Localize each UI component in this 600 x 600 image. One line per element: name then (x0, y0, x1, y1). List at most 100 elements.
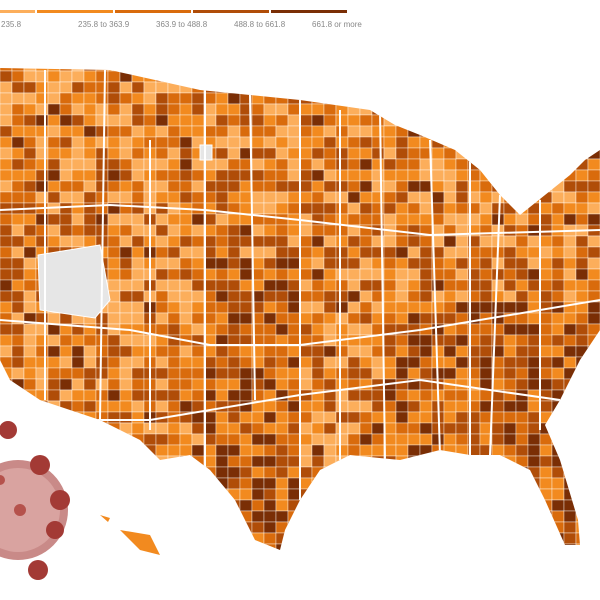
county (563, 499, 577, 512)
county (587, 499, 600, 512)
county (252, 555, 264, 566)
county (311, 466, 325, 479)
county (527, 499, 541, 512)
county (107, 466, 121, 479)
county (191, 477, 205, 490)
county (323, 202, 337, 215)
county (287, 147, 301, 160)
county (0, 367, 13, 380)
county (383, 81, 397, 94)
county (527, 70, 541, 83)
county (347, 147, 361, 160)
county (395, 389, 409, 402)
county (263, 125, 277, 138)
county (491, 191, 505, 204)
county (348, 555, 360, 566)
county (215, 224, 229, 237)
county (563, 477, 577, 490)
county (107, 411, 121, 424)
county (23, 345, 37, 358)
county (35, 68, 49, 72)
county (467, 521, 481, 534)
county (179, 400, 193, 413)
county (167, 136, 181, 149)
county (59, 114, 73, 127)
county (575, 290, 589, 303)
county (71, 81, 85, 94)
county (95, 477, 109, 490)
county (131, 191, 145, 204)
county (515, 532, 529, 545)
county (371, 367, 385, 380)
county (11, 147, 25, 160)
county (131, 68, 145, 72)
county (575, 268, 589, 281)
county (323, 169, 337, 182)
county (467, 125, 481, 138)
county (119, 279, 133, 292)
county (575, 499, 589, 512)
county (263, 477, 277, 490)
county (95, 532, 109, 545)
county (335, 345, 349, 358)
county (131, 444, 145, 457)
county (359, 169, 373, 182)
county (179, 455, 193, 468)
county (575, 191, 589, 204)
county (155, 158, 169, 171)
county (23, 323, 37, 336)
county (155, 499, 169, 512)
county (0, 191, 13, 204)
county (563, 213, 577, 226)
county (371, 499, 385, 512)
county (515, 268, 529, 281)
county (539, 246, 553, 259)
county (83, 543, 97, 550)
county (155, 224, 169, 237)
county (215, 477, 229, 490)
county (59, 411, 73, 424)
county (359, 345, 373, 358)
county (227, 411, 241, 424)
county (311, 147, 325, 160)
county (300, 555, 312, 566)
county (59, 543, 73, 550)
county (263, 290, 277, 303)
county (191, 290, 205, 303)
county (587, 356, 600, 369)
county (323, 477, 337, 490)
county (479, 103, 493, 116)
county (359, 180, 373, 193)
county (179, 81, 193, 94)
county (431, 202, 445, 215)
county (515, 290, 529, 303)
county (359, 312, 373, 325)
county (419, 180, 433, 193)
county (71, 433, 85, 446)
county (443, 103, 457, 116)
county (167, 301, 181, 314)
county (71, 543, 85, 550)
county (419, 301, 433, 314)
county (431, 81, 445, 94)
county (47, 213, 61, 226)
county (263, 356, 277, 369)
county (539, 532, 553, 545)
county (119, 180, 133, 193)
county (59, 213, 73, 226)
county (527, 334, 541, 347)
county (59, 356, 73, 369)
county (527, 68, 541, 72)
county (23, 70, 37, 83)
county (47, 68, 61, 72)
county (203, 466, 217, 479)
county (287, 125, 301, 138)
county (311, 312, 325, 325)
county (407, 312, 421, 325)
county (155, 433, 169, 446)
county (191, 81, 205, 94)
county (299, 191, 313, 204)
county (11, 279, 25, 292)
county (419, 68, 433, 72)
county (359, 257, 373, 270)
